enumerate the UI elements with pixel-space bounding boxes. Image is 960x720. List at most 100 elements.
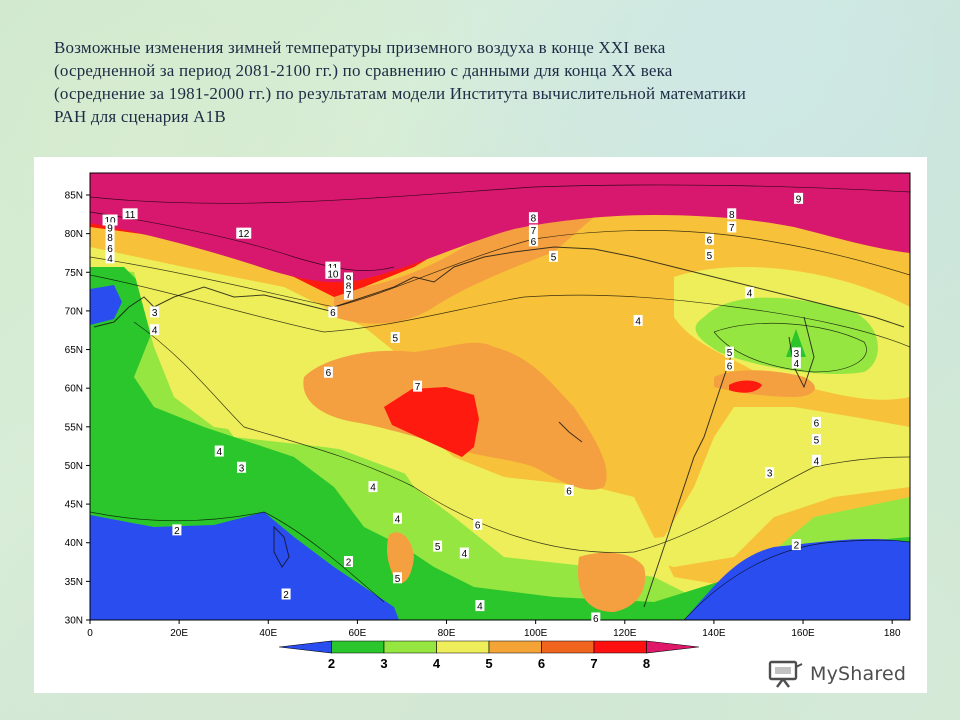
coastline-caspian (273, 525, 290, 568)
latitude-axis: 85N 80N 75N 70N 65N 60N 55N 50N 45N 40N 35N 30N (65, 191, 90, 627)
contour-label-box (343, 280, 353, 292)
contour-label-text: 9 (346, 274, 352, 285)
contour-label: 10 (102, 214, 118, 227)
contour-label: 6 (591, 612, 601, 625)
zone-lt2-scandinavia (90, 285, 122, 325)
lat-tick-label: 40N (65, 538, 83, 549)
contour-label-text: 8 (729, 210, 735, 221)
title-line-3: (осреднение за 1981-2000 гг.) по результ… (54, 84, 747, 103)
colorbar-label: 5 (485, 656, 492, 671)
lat-tick-label: 65N (65, 345, 83, 356)
contour-label: 7 (528, 224, 538, 237)
longitude-axis: 0 20E 40E 60E 80E 100E 120E 140E 160E 180 (87, 620, 901, 639)
contour-label: 5 (390, 331, 400, 344)
zone-6-7-china (578, 552, 646, 612)
contour-line (90, 511, 385, 603)
contour-label-box (811, 433, 821, 445)
zone-2-3 (90, 267, 910, 620)
contour-label-box (122, 208, 138, 220)
contour-label: 6 (704, 233, 714, 246)
contour-label: 6 (323, 366, 333, 379)
contour-label-text: 4 (462, 549, 468, 560)
contour-label: 6 (105, 242, 115, 255)
contour-label: 9 (343, 272, 353, 285)
mysharedwatermark: MyShared (768, 656, 928, 692)
colorbar: 2 3 4 5 6 7 8 (278, 640, 700, 671)
lat-tick-label: 35N (65, 577, 83, 588)
contour-label-box (528, 235, 538, 247)
contour-label-text: 4 (477, 602, 483, 613)
contour-label: 12 (236, 227, 252, 240)
contour-label: 2 (172, 524, 182, 537)
contour-label-box (323, 366, 333, 378)
contour-label-box (325, 261, 341, 273)
colorbar-label: 8 (643, 656, 650, 671)
contour-label-box (548, 250, 558, 262)
contour-label-box (237, 461, 247, 473)
contour-label: 8 (528, 212, 538, 225)
lat-tick-label: 30N (65, 616, 83, 627)
contour-lines (90, 184, 910, 620)
contour-label-box (393, 572, 402, 584)
colorbar-label: 4 (433, 656, 441, 671)
contour-label-text: 7 (415, 382, 421, 393)
colorbar-segment (278, 640, 332, 654)
contour-line (133, 321, 910, 553)
contour-label: 5 (393, 572, 402, 585)
contour-label-text: 8 (107, 233, 113, 244)
contour-label-text: 4 (814, 456, 820, 467)
coastline-baikal (558, 421, 583, 443)
contour-label-box (725, 346, 735, 358)
contour-label-text: 3 (794, 349, 800, 360)
contour-label: 4 (393, 512, 402, 525)
contour-label-box (811, 454, 821, 466)
colorbar-segment (436, 640, 490, 654)
lat-tick-label: 55N (65, 422, 83, 433)
contour-label-text: 6 (814, 418, 820, 429)
contour-label: 4 (745, 287, 755, 300)
contour-line (90, 274, 910, 348)
contour-label: 9 (794, 192, 804, 205)
lon-tick-label: 40E (259, 628, 277, 639)
map-fill-layer (90, 173, 910, 620)
contour-label-box (343, 272, 353, 284)
contour-label: 11 (122, 208, 138, 221)
contour-label-box (791, 357, 801, 369)
lat-tick-label: 45N (65, 500, 83, 511)
contour-label-text: 4 (216, 447, 222, 458)
contour-label: 5 (704, 249, 714, 262)
contour-label-text: 5 (727, 348, 733, 359)
lon-tick-label: 80E (438, 628, 456, 639)
zone-3-4-east (695, 297, 878, 375)
contour-label: 2 (791, 539, 801, 552)
colorbar-segment (646, 640, 700, 654)
contour-label: 4 (105, 252, 115, 265)
lon-tick-label: 140E (702, 628, 726, 639)
contour-label-text: 3 (767, 469, 773, 480)
contour-label-box (564, 484, 574, 496)
contour-label-layer: 9876544345665432876511109864121110987653… (102, 192, 821, 625)
coastline-europe (93, 286, 335, 328)
zone-gt8-arctic (90, 173, 910, 283)
contour-label-text: 5 (707, 251, 713, 262)
contour-label-text: 6 (107, 244, 113, 255)
slide-title: Возможные изменения зимней температуры п… (54, 36, 934, 128)
contour-label-box (105, 231, 115, 243)
contour-label-box (368, 481, 378, 493)
contour-label-text: 2 (794, 541, 800, 552)
lon-tick-label: 20E (170, 628, 188, 639)
contour-label-box (794, 192, 804, 204)
contour-label-text: 4 (794, 359, 800, 370)
contour-label-box (473, 518, 483, 530)
colorbar-segment (383, 640, 437, 654)
contour-label-text: 6 (330, 308, 336, 319)
contour-label-box (105, 222, 115, 234)
contour-label: 4 (459, 547, 469, 560)
contour-label-text: 4 (370, 483, 376, 494)
contour-label-text: 7 (346, 290, 352, 301)
contour-label-box (811, 416, 821, 428)
contour-label-box (727, 221, 737, 233)
contour-label-text: 4 (747, 289, 753, 300)
zone-lt2-southwest (90, 512, 399, 620)
contour-label: 6 (811, 416, 821, 429)
